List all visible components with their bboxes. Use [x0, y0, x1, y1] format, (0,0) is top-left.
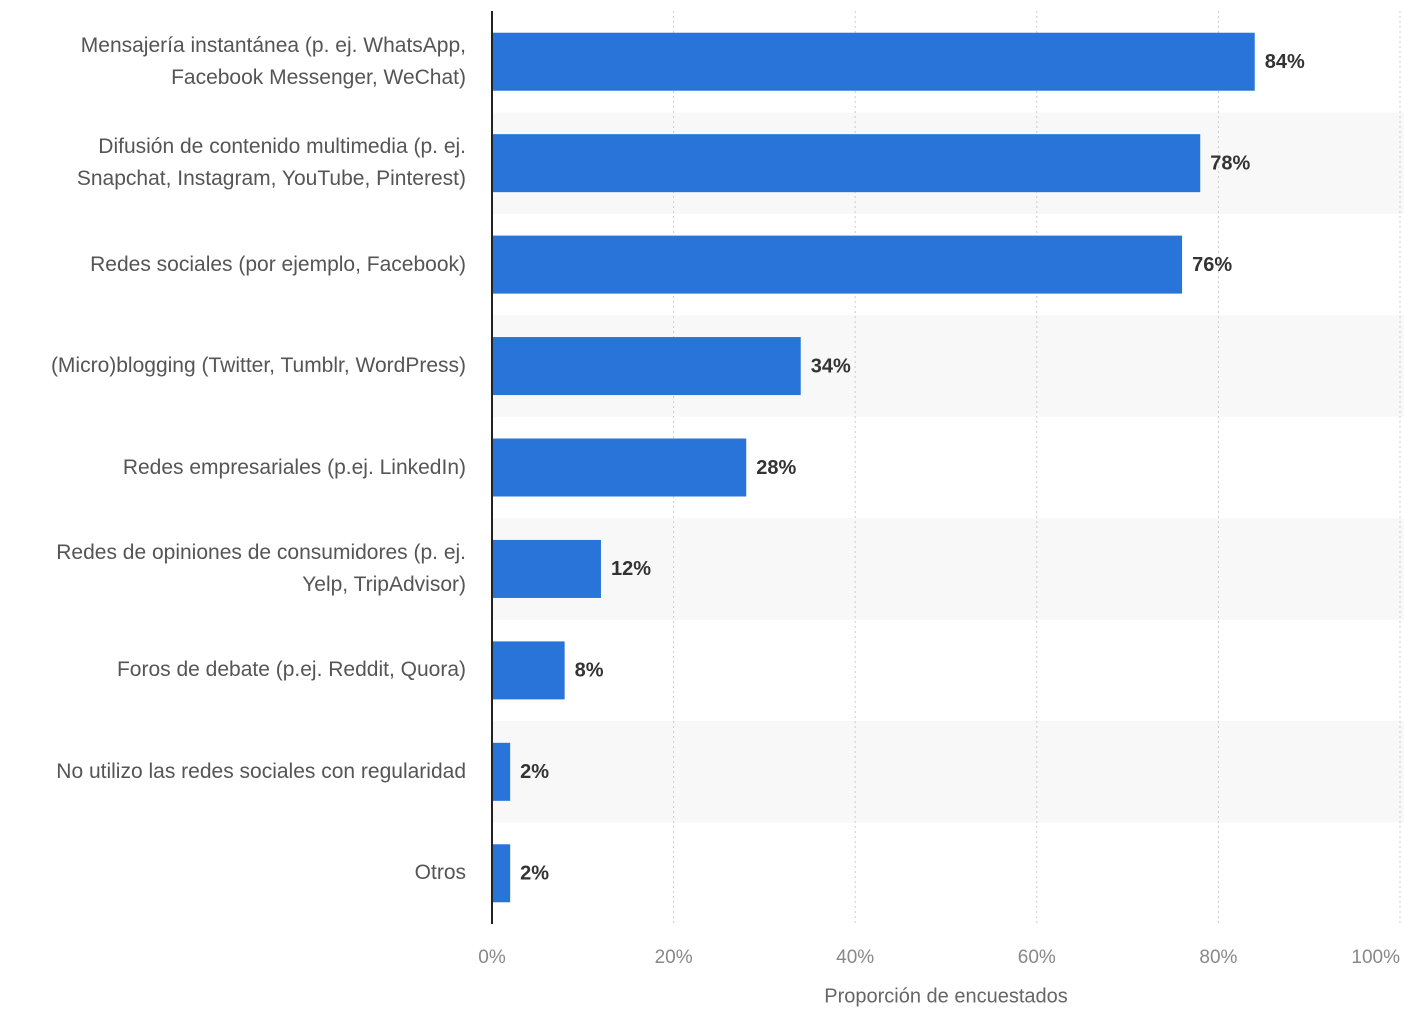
value-label: 34%: [811, 355, 851, 377]
value-label: 84%: [1265, 51, 1305, 73]
bar: [492, 438, 747, 497]
value-label: 28%: [756, 457, 796, 479]
category-label: Difusión de contenido multimedia (p. ej.…: [76, 135, 466, 191]
bar: [492, 235, 1183, 294]
bar: [492, 641, 565, 700]
category-label: Redes sociales (por ejemplo, Facebook): [90, 252, 466, 276]
category-label: (Micro)blogging (Twitter, Tumblr, WordPr…: [50, 354, 466, 378]
bar: [492, 134, 1201, 193]
category-label: Foros de debate (p.ej. Reddit, Quora): [116, 658, 466, 682]
bar: [492, 844, 511, 903]
bar: [492, 539, 601, 598]
category-label: Otros: [414, 861, 466, 885]
x-tick-label: 80%: [1199, 947, 1237, 968]
value-label: 76%: [1192, 254, 1232, 276]
category-label: Redes empresariales (p.ej. LinkedIn): [122, 455, 466, 479]
x-tick-label: 100%: [1351, 947, 1400, 968]
category-label: Redes de opiniones de consumidores (p. e…: [56, 540, 466, 596]
value-label: 2%: [520, 863, 549, 885]
value-label: 8%: [575, 660, 604, 682]
x-tick-label: 0%: [478, 947, 506, 968]
x-tick-label: 20%: [655, 947, 693, 968]
x-tick-label: 60%: [1018, 947, 1056, 968]
value-label: 78%: [1210, 152, 1250, 174]
category-label: Mensajería instantánea (p. ej. WhatsApp,…: [80, 33, 466, 89]
x-axis-title: Proporción de encuestados: [824, 985, 1068, 1007]
row-stripe: [492, 721, 1404, 823]
bar: [492, 742, 511, 801]
bar: [492, 337, 801, 396]
bar: [492, 32, 1255, 91]
x-tick-label: 40%: [836, 947, 874, 968]
category-label: No utilizo las redes sociales con regula…: [56, 759, 466, 783]
row-stripe: [492, 518, 1404, 620]
value-label: 2%: [520, 761, 549, 783]
value-label: 12%: [611, 558, 651, 580]
